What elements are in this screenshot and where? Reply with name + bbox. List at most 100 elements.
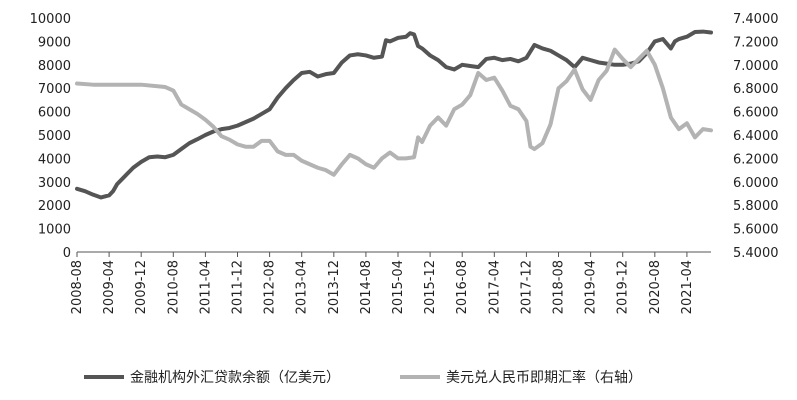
- x-axis-tick-label: 2009-04: [102, 260, 117, 314]
- data-point: [557, 54, 560, 57]
- data-point: [397, 37, 399, 39]
- data-point: [565, 80, 568, 82]
- data-point: [373, 166, 375, 169]
- data-point: [501, 89, 504, 92]
- left-axis-tick-label: 7000: [38, 82, 71, 97]
- data-point: [100, 196, 102, 199]
- data-point: [389, 40, 391, 43]
- data-point: [670, 116, 672, 119]
- data-point: [308, 163, 311, 166]
- data-point: [429, 54, 431, 57]
- data-point: [349, 154, 351, 156]
- data-point: [469, 94, 472, 97]
- x-axis-tick-label: 2014-08: [359, 260, 374, 314]
- x-axis-tick-label: 2017-04: [487, 260, 502, 314]
- data-point: [453, 108, 455, 111]
- right-axis-tick-label: 5.8000: [733, 199, 779, 214]
- data-point: [244, 121, 247, 123]
- data-point: [381, 55, 383, 58]
- x-axis-tick-label: 2019-04: [584, 260, 599, 314]
- data-point: [236, 124, 239, 127]
- left-axis-tick-label: 9000: [38, 35, 71, 50]
- data-point: [284, 154, 287, 156]
- data-point: [357, 157, 359, 160]
- data-point: [493, 76, 496, 79]
- data-point: [220, 135, 223, 137]
- data-point: [252, 145, 255, 148]
- data-point: [597, 79, 600, 81]
- data-point: [589, 99, 592, 101]
- data-point: [694, 31, 696, 33]
- right-axis-tick-label: 7.0000: [733, 59, 779, 74]
- data-point: [421, 141, 423, 143]
- data-point: [541, 47, 544, 50]
- data-point: [557, 87, 560, 89]
- right-axis-tick-label: 5.6000: [733, 223, 779, 238]
- data-point: [204, 118, 207, 121]
- data-point: [613, 48, 616, 51]
- data-point: [533, 148, 536, 150]
- x-axis-tick-label: 2013-12: [327, 260, 342, 314]
- data-point: [228, 138, 231, 141]
- data-point: [613, 64, 616, 66]
- data-point: [172, 154, 175, 156]
- left-axis-tick-label: 1000: [38, 223, 71, 238]
- data-point: [674, 40, 676, 43]
- data-point: [405, 35, 407, 38]
- left-axis-tick-label: 0: [63, 246, 71, 261]
- legend-label: 美元兑人民币即期汇率（右轴）: [446, 369, 642, 386]
- data-point: [621, 64, 624, 66]
- data-point: [485, 58, 488, 60]
- data-point: [493, 56, 496, 59]
- data-point: [589, 59, 592, 61]
- left-axis-tick-label: 4000: [38, 152, 71, 167]
- data-point: [76, 188, 78, 190]
- x-axis-tick-label: 2011-04: [198, 260, 213, 314]
- data-point: [517, 60, 520, 63]
- data-point: [525, 120, 528, 122]
- left-axis-tick-label: 8000: [38, 59, 71, 74]
- data-point: [180, 103, 183, 106]
- data-point: [308, 71, 311, 73]
- data-point: [509, 58, 512, 60]
- data-point: [409, 32, 411, 35]
- data-point: [621, 58, 624, 60]
- data-point: [417, 136, 419, 139]
- legend-label: 金融机构外汇贷款余额（亿美元）: [130, 369, 340, 386]
- data-point: [268, 108, 271, 111]
- data-point: [148, 156, 151, 159]
- data-point: [477, 72, 480, 74]
- data-point: [397, 157, 399, 160]
- data-point: [686, 122, 688, 125]
- data-point: [702, 30, 704, 33]
- data-point: [196, 138, 199, 141]
- data-point: [405, 157, 407, 160]
- x-axis-tick-label: 2009-12: [134, 260, 149, 314]
- data-point: [678, 38, 680, 40]
- data-point: [156, 155, 159, 158]
- data-point: [646, 49, 648, 52]
- data-point: [292, 154, 295, 156]
- data-point: [292, 79, 295, 81]
- x-axis-tick-label: 2016-08: [455, 260, 470, 314]
- left-axis-tick-label: 10000: [30, 12, 71, 27]
- data-point: [188, 108, 191, 111]
- data-point: [92, 83, 94, 86]
- data-point: [164, 156, 167, 159]
- x-axis-tick-label: 2011-12: [231, 260, 246, 314]
- data-point: [581, 88, 584, 91]
- x-axis-tick-label: 2020-08: [648, 260, 663, 314]
- data-point: [204, 134, 207, 136]
- right-axis-tick-label: 6.4000: [733, 129, 779, 144]
- data-point: [477, 66, 480, 68]
- data-point: [268, 140, 271, 142]
- right-axis-tick-label: 5.4000: [733, 246, 779, 261]
- data-point: [84, 190, 86, 192]
- legend-item: 金融机构外汇贷款余额（亿美元）: [84, 369, 340, 386]
- data-point: [260, 140, 263, 142]
- data-point: [228, 127, 231, 129]
- data-point: [437, 59, 439, 61]
- x-axis-tick-label: 2013-04: [295, 260, 310, 314]
- data-point: [517, 108, 520, 111]
- right-axis-tick-label: 6.6000: [733, 106, 779, 121]
